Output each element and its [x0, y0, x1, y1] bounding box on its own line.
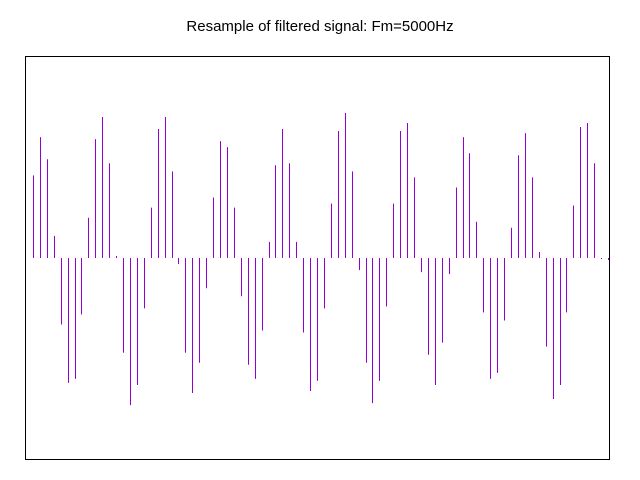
bar-series	[33, 112, 609, 406]
plot-frame	[25, 56, 610, 460]
chart-title: Resample of filtered signal: Fm=5000Hz	[186, 18, 454, 35]
